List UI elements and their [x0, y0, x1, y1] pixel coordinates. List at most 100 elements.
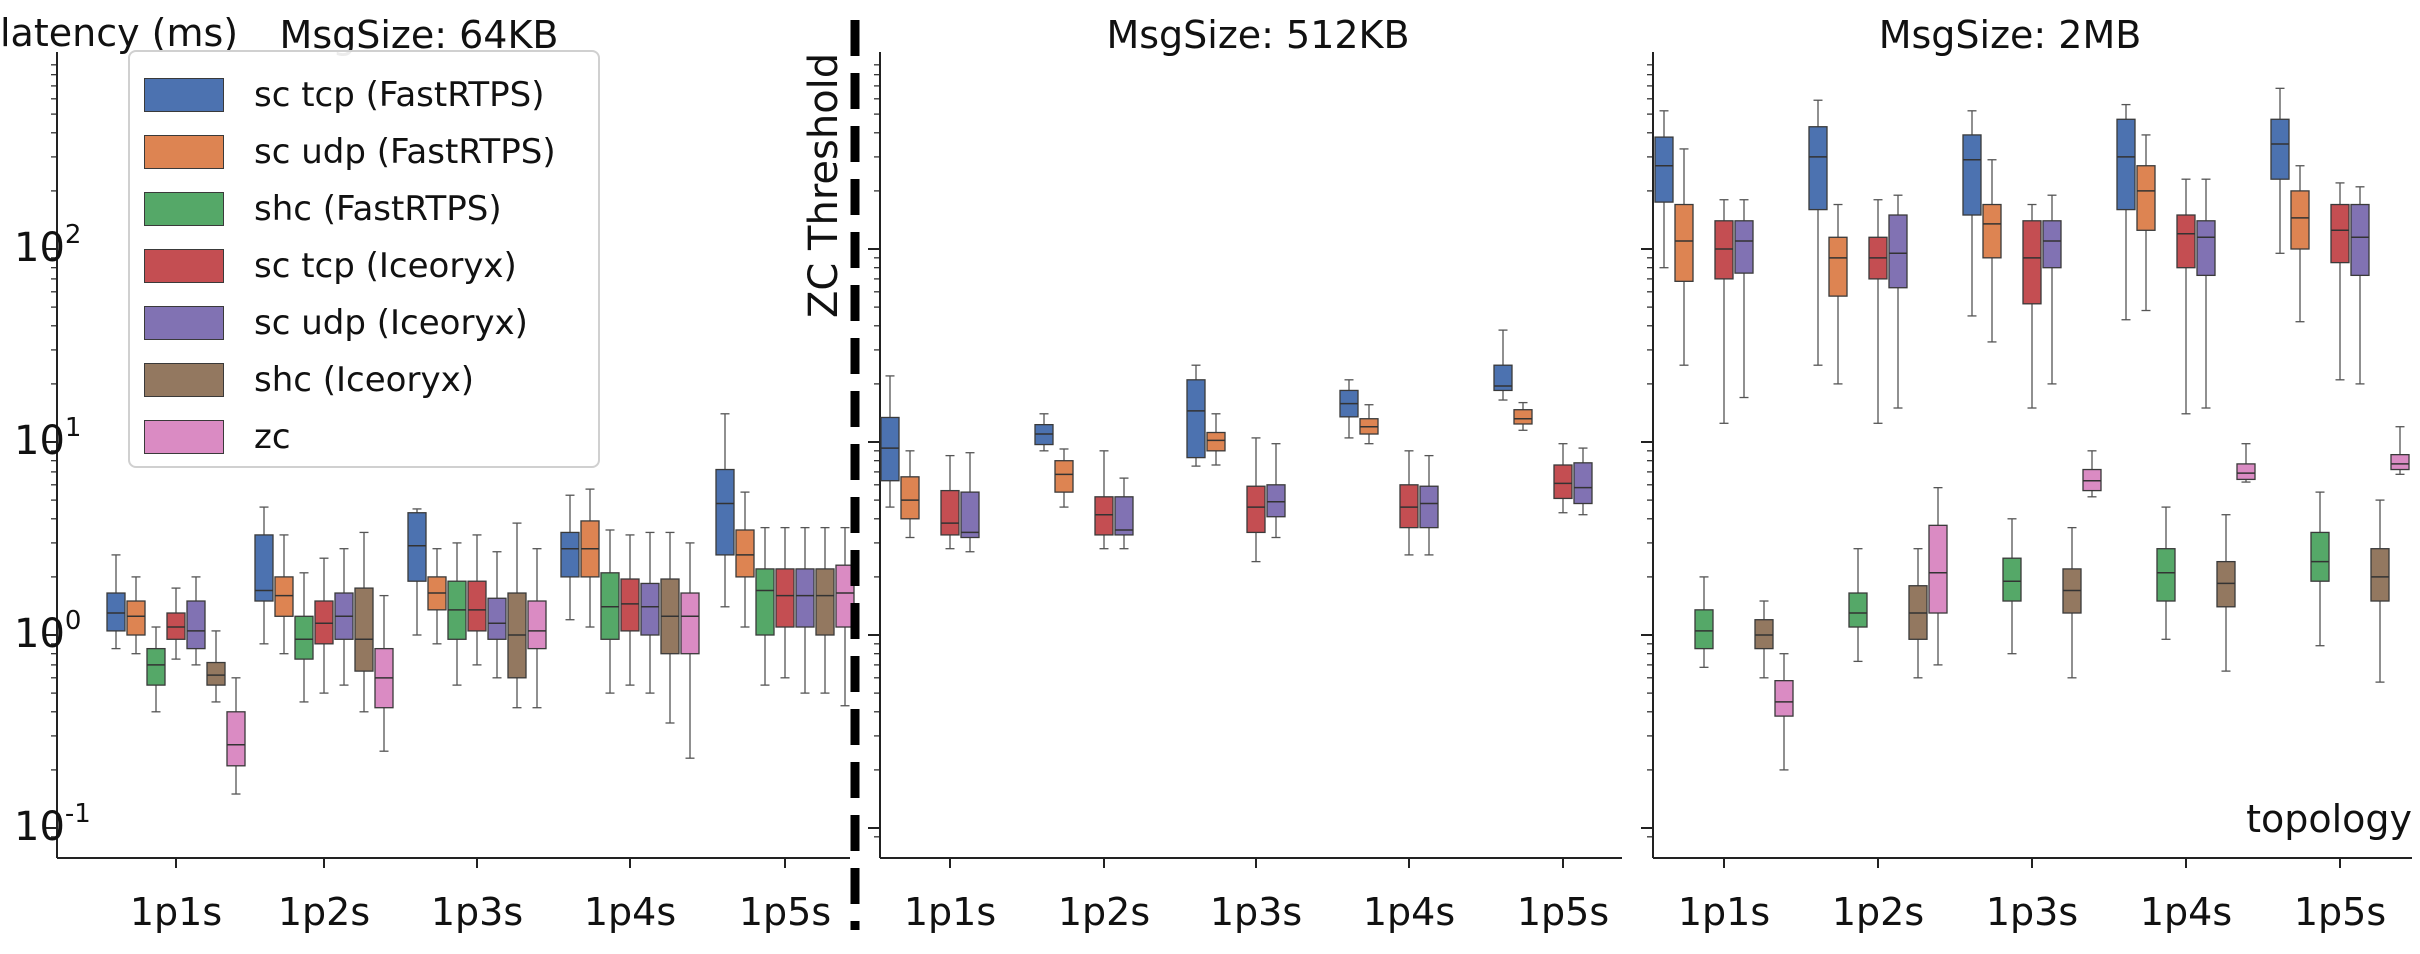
legend-label: shc (FastRTPS) — [254, 188, 502, 229]
box-sc-tcp-fastrtps- — [560, 494, 580, 621]
box-iqr — [2236, 463, 2256, 481]
box-iqr — [2390, 453, 2410, 471]
legend-item: sc udp (Iceoryx) — [144, 294, 598, 351]
box-shc-fastrtps- — [600, 529, 620, 694]
box-iqr — [715, 468, 735, 556]
box-iqr — [1419, 485, 1439, 529]
box-sc-udp-iceoryx- — [960, 452, 980, 553]
box-iqr — [1962, 134, 1982, 216]
legend-swatch — [144, 362, 224, 397]
box-shc-fastrtps- — [2310, 491, 2330, 647]
box-zc — [374, 594, 394, 752]
box-sc-udp-fastrtps- — [1828, 203, 1848, 385]
box-iqr — [2176, 214, 2196, 269]
box-shc-iceoryx- — [2370, 499, 2390, 683]
box-sc-tcp-fastrtps- — [1654, 110, 1674, 269]
box-sc-udp-fastrtps- — [1359, 404, 1379, 445]
legend-item: sc udp (FastRTPS) — [144, 123, 598, 180]
box-sc-tcp-fastrtps- — [880, 375, 900, 508]
boxes-layer: MsgSize: 64KB 1p1s 1p2s 1p3s 1p4s 1p5s MsgSize… — [14, 13, 2410, 934]
y-tick-label: 102 — [14, 220, 81, 271]
box-sc-udp-iceoryx- — [1888, 194, 1908, 409]
box-sc-tcp-iceoryx- — [775, 526, 795, 679]
box-iqr — [1246, 485, 1266, 534]
box-sc-udp-fastrtps- — [580, 488, 600, 628]
box-iqr — [186, 600, 206, 650]
x-tick-label: 1p5s — [739, 890, 831, 934]
legend-swatch — [144, 134, 224, 169]
box-sc-tcp-iceoryx- — [2330, 182, 2350, 381]
box-iqr — [900, 476, 920, 520]
box-sc-tcp-fastrtps- — [2116, 103, 2136, 321]
box-sc-tcp-fastrtps- — [1808, 99, 1828, 366]
legend-item: shc (Iceoryx) — [144, 351, 598, 408]
box-iqr — [1754, 619, 1774, 650]
box-iqr — [1714, 220, 1734, 280]
box-shc-fastrtps- — [755, 526, 775, 686]
box-sc-udp-iceoryx- — [2350, 186, 2370, 385]
box-sc-tcp-fastrtps- — [1493, 329, 1513, 401]
box-sc-udp-iceoryx- — [795, 526, 815, 694]
y-tick-label: 101 — [14, 413, 81, 464]
legend-item: sc tcp (Iceoryx) — [144, 237, 598, 294]
box-iqr — [560, 531, 580, 578]
y-tick-label: 10-1 — [14, 799, 91, 850]
box-iqr — [2370, 548, 2390, 602]
box-iqr — [735, 529, 755, 578]
box-sc-udp-iceoryx- — [334, 548, 354, 686]
box-sc-udp-iceoryx- — [640, 531, 660, 694]
legend: sc tcp (FastRTPS) sc udp (FastRTPS) shc (F… — [128, 50, 600, 468]
box-shc-iceoryx- — [815, 526, 835, 694]
box-zc — [835, 526, 855, 707]
box-sc-udp-iceoryx- — [1734, 199, 1754, 399]
box-sc-udp-fastrtps- — [1982, 159, 2002, 343]
box-shc-fastrtps- — [1694, 576, 1714, 668]
box-iqr — [2002, 557, 2022, 602]
box-zc — [2082, 450, 2102, 498]
box-iqr — [314, 600, 334, 645]
box-sc-udp-fastrtps- — [1513, 401, 1533, 431]
box-iqr — [1094, 496, 1114, 536]
box-shc-fastrtps- — [2002, 518, 2022, 655]
box-sc-tcp-iceoryx- — [940, 454, 960, 550]
box-iqr — [2270, 118, 2290, 180]
legend-item: shc (FastRTPS) — [144, 180, 598, 237]
box-shc-iceoryx- — [354, 531, 374, 713]
box-shc-fastrtps- — [447, 542, 467, 686]
panel-title: MsgSize: 2MB — [1879, 13, 2142, 57]
box-shc-iceoryx- — [2216, 514, 2236, 672]
box-iqr — [1982, 203, 2002, 259]
box-iqr — [755, 568, 775, 636]
x-axis-label: topology — [2246, 797, 2412, 841]
box-iqr — [467, 580, 487, 632]
legend-label: sc tcp (FastRTPS) — [254, 74, 545, 115]
zc-threshold-label: ZC Threshold — [801, 53, 847, 318]
box-iqr — [1054, 460, 1074, 493]
box-iqr — [206, 661, 226, 686]
legend-swatch — [144, 419, 224, 454]
legend-swatch — [144, 305, 224, 340]
box-iqr — [1654, 136, 1674, 203]
x-tick-label: 1p4s — [2140, 890, 2232, 934]
box-iqr — [2022, 220, 2042, 305]
box-sc-udp-iceoryx- — [1419, 454, 1439, 556]
legend-label: zc — [254, 416, 291, 457]
box-iqr — [1808, 126, 1828, 211]
box-iqr — [2350, 203, 2370, 277]
box-sc-tcp-iceoryx- — [2022, 203, 2042, 409]
box-sc-tcp-fastrtps- — [407, 508, 427, 636]
box-shc-fastrtps- — [146, 626, 166, 713]
box-iqr — [940, 489, 960, 536]
panel-title: MsgSize: 512KB — [1106, 13, 1409, 57]
y-tick-label: 100 — [14, 606, 81, 657]
box-sc-udp-iceoryx- — [1266, 443, 1286, 539]
box-iqr — [2330, 203, 2350, 264]
box-iqr — [2216, 560, 2236, 608]
box-sc-udp-fastrtps- — [1054, 448, 1074, 508]
box-sc-udp-iceoryx- — [186, 576, 206, 666]
box-sc-tcp-iceoryx- — [166, 587, 186, 660]
box-sc-tcp-fastrtps- — [1962, 110, 1982, 317]
x-tick-label: 1p5s — [2294, 890, 2386, 934]
box-zc — [2236, 443, 2256, 483]
box-shc-iceoryx- — [2062, 526, 2082, 679]
